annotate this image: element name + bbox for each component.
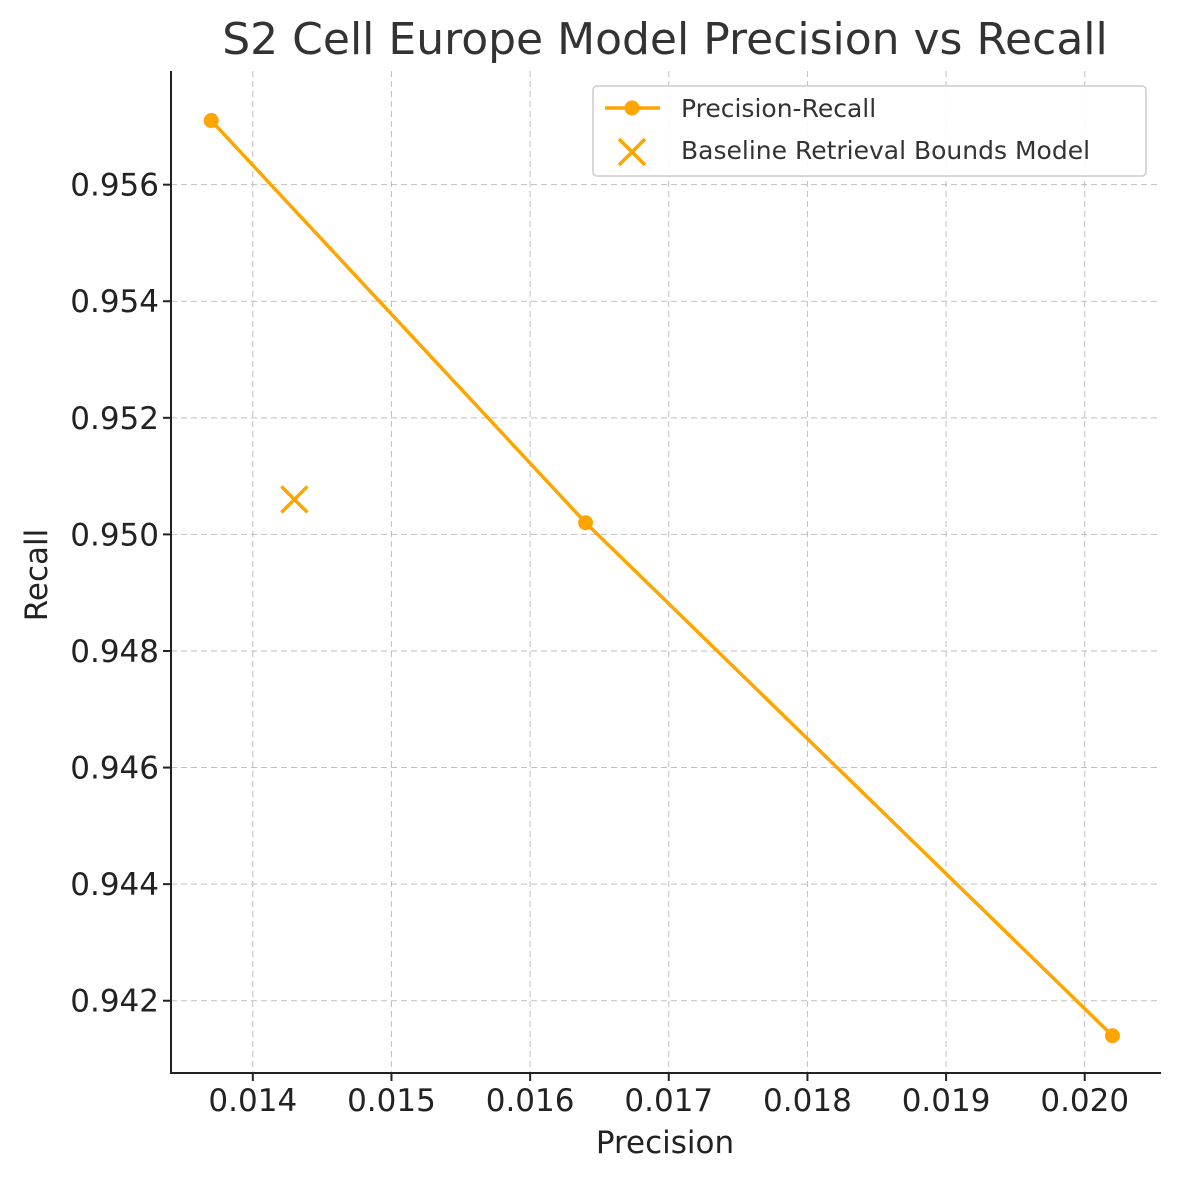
legend-dot-swatch [624,100,640,116]
baseline-x-stroke [280,485,309,514]
tick-labels: 0.014 0.015 0.016 0.017 0.018 0.019 0.020 0.942… [70,168,1129,1119]
y-tick-label: 0.954 [70,284,159,320]
axes [170,71,1161,1074]
x-tick-label: 0.019 [902,1083,991,1119]
legend-box [592,85,1147,177]
precision-recall-point [1104,1028,1120,1044]
y-tick-label: 0.948 [70,634,159,670]
precision-recall-point [203,113,219,129]
x-tick-label: 0.016 [486,1083,575,1119]
series-layer [203,113,1120,1044]
y-tick-label: 0.942 [70,984,159,1020]
y-tick-label: 0.946 [70,751,159,787]
y-tick-label: 0.950 [70,517,159,553]
y-tick-label: 0.952 [70,401,159,437]
x-axis-label: Precision [596,1125,734,1161]
legend: Precision-Recall Baseline Retrieval Boun… [592,85,1147,177]
x-tick-label: 0.020 [1040,1083,1129,1119]
y-tick-label: 0.944 [70,867,159,903]
x-tick-label: 0.018 [763,1083,852,1119]
baseline-x-marker [280,485,309,514]
y-tick-label: 0.956 [70,168,159,204]
precision-recall-point [578,515,594,531]
chart-title: S2 Cell Europe Model Precision vs Recall [222,14,1107,65]
legend-label-baseline: Baseline Retrieval Bounds Model [681,136,1090,165]
grid-lines [171,71,1161,1073]
x-tick-label: 0.017 [624,1083,713,1119]
precision-recall-line [209,119,1114,1037]
legend-label-precision-recall: Precision-Recall [681,94,876,123]
x-tick-label: 0.014 [208,1083,297,1119]
legend-x-swatch [617,137,647,167]
x-tick-label: 0.015 [347,1083,436,1119]
y-axis-label: Recall [19,529,55,622]
